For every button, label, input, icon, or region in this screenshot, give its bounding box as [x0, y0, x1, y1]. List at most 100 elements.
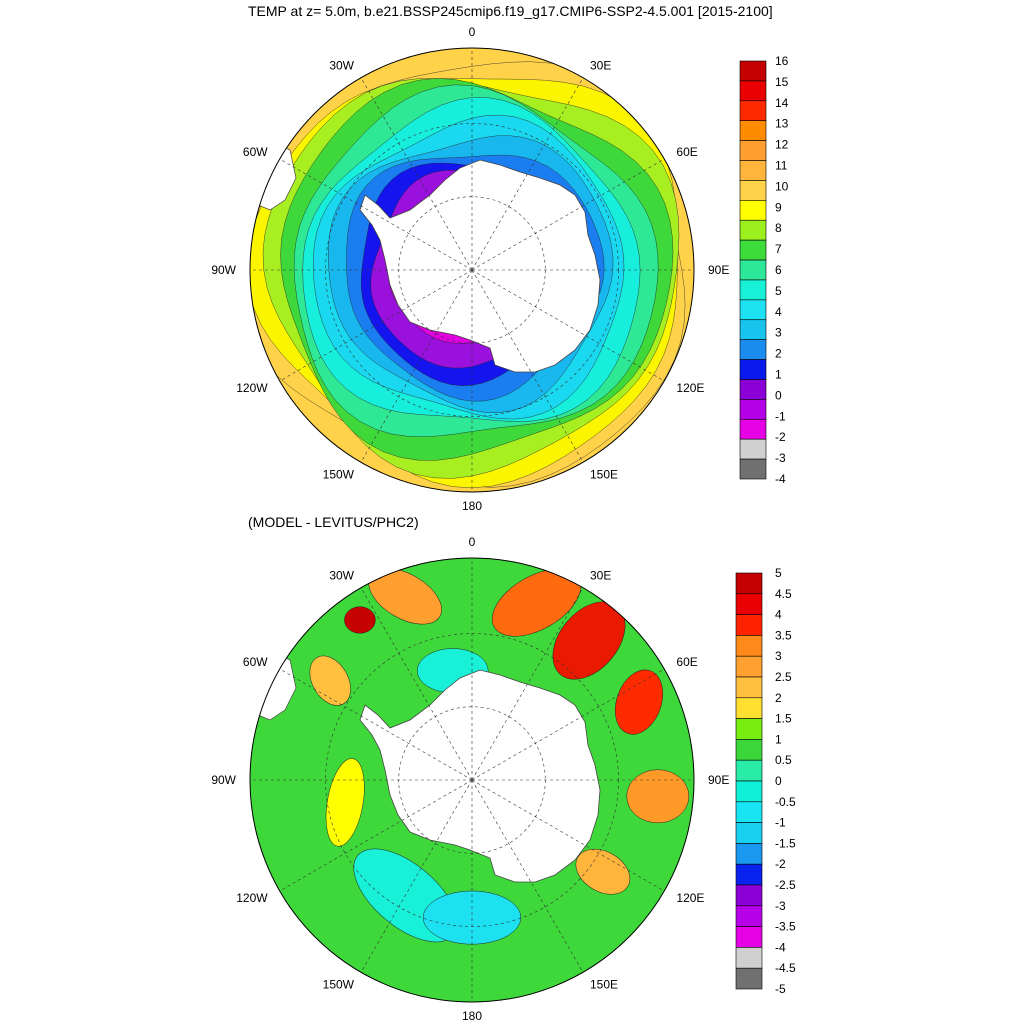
colorbar-label: 4 [775, 305, 782, 319]
meridian-line [471, 779, 665, 892]
anomaly-region [344, 606, 376, 634]
longitude-label: 120E [676, 891, 704, 905]
colorbar-swatch [735, 967, 763, 990]
colorbar-swatch [739, 219, 767, 241]
colorbar-swatch [735, 739, 763, 761]
colorbar-label: 1.5 [775, 712, 792, 726]
colorbar-label: 9 [775, 200, 782, 214]
colorbar-label: 0.5 [775, 753, 792, 767]
colorbar-swatch [735, 572, 763, 595]
longitude-label: 30E [590, 569, 611, 583]
colorbar-label: 1 [775, 732, 782, 746]
colorbar-label: -3 [775, 451, 786, 465]
colorbar-swatch [739, 379, 767, 400]
colorbar-label: -1 [775, 409, 786, 423]
longitude-label: 60W [243, 145, 268, 159]
colorbar-label: 10 [775, 179, 789, 193]
top-grid-labels: 0 30E 60E 90E 120E 150E 180 150W 120W 90W 60W 30W [211, 25, 729, 513]
colorbar-label: -2 [775, 857, 786, 871]
colorbar-label: 16 [775, 54, 789, 68]
top-polar-map [250, 48, 694, 492]
meridian-line [279, 269, 473, 382]
longitude-label: 0 [469, 25, 476, 39]
longitude-label: 120E [676, 381, 704, 395]
colorbar-label: 4.5 [775, 587, 792, 601]
longitude-label: 30W [329, 569, 354, 583]
colorbar-label: 8 [775, 221, 782, 235]
colorbar-label: -0.5 [775, 795, 796, 809]
colorbar-swatch [739, 279, 767, 301]
colorbar-label: 3 [775, 649, 782, 663]
longitude-label: 120W [236, 381, 268, 395]
colorbar-swatch [735, 947, 763, 969]
longitude-label: 150E [590, 977, 618, 991]
longitude-label: 0 [469, 535, 476, 549]
colorbar-label: 15 [775, 75, 789, 89]
colorbar-label: -4 [775, 940, 786, 954]
bottom-colorbar: 5 4.5 4 3.5 3 2.5 2 1.5 1 0.5 0 -0.5 -1 -1.5 -2 -2.5 -3 -… [735, 566, 796, 996]
colorbar-swatch [735, 822, 763, 844]
colorbar-label: 2.5 [775, 670, 792, 684]
meridian-line [360, 269, 473, 463]
colorbar-swatch [739, 259, 767, 281]
colorbar-swatch [739, 359, 767, 380]
colorbar-swatch [739, 80, 767, 102]
colorbar-swatch [735, 801, 763, 823]
colorbar-swatch [735, 635, 763, 657]
colorbar-label: -3 [775, 899, 786, 913]
meridian-line [360, 779, 473, 973]
colorbar-swatch [735, 676, 763, 699]
meridian-line [279, 668, 473, 781]
colorbar-swatch [739, 239, 767, 261]
bottom-polar-map [250, 558, 694, 1002]
colorbar-label: 2 [775, 347, 782, 361]
colorbar-swatch [735, 780, 763, 803]
longitude-label: 30W [329, 59, 354, 73]
longitude-label: 180 [462, 499, 482, 513]
colorbar-swatch [739, 399, 767, 420]
meridian-line [360, 77, 473, 271]
colorbar-swatch [739, 458, 767, 480]
bottom-map-border [249, 557, 695, 1003]
colorbar-label: -1 [775, 816, 786, 830]
antarctica-landmass [359, 159, 601, 373]
meridian-line [471, 77, 584, 271]
colorbar-swatch [739, 339, 767, 360]
meridian-line [471, 779, 584, 973]
colorbar-swatch [739, 299, 767, 321]
longitude-label: 60W [243, 655, 268, 669]
colorbar-label: 11 [775, 159, 788, 173]
colorbar-swatch [735, 593, 763, 615]
colorbar-label: -1.5 [775, 836, 796, 850]
colorbar-label: 1 [775, 368, 782, 382]
top-map-title: TEMP at z= 5.0m, b.e21.BSSP245cmip6.f19_… [248, 3, 773, 19]
colorbar-swatch [735, 863, 763, 886]
longitude-label: 150W [323, 977, 355, 991]
colorbar-swatch [739, 160, 767, 181]
colorbar-swatch [739, 180, 767, 201]
meridian-line [471, 269, 584, 463]
colorbar-label: 12 [775, 138, 789, 152]
colorbar-swatch [735, 926, 763, 948]
longitude-label: 150W [323, 467, 355, 481]
anomaly-region [626, 769, 690, 824]
bottom-grid-labels: 0 30E 60E 90E 120E 150E 180 150W 120W 90W 60W 30W [211, 535, 729, 1023]
colorbar-label: -2 [775, 430, 786, 444]
colorbar-label: 0 [775, 388, 782, 402]
meridian-line [279, 158, 473, 271]
longitude-label: 90W [211, 263, 236, 277]
graticule [250, 48, 694, 492]
colorbar-swatch [739, 200, 767, 221]
longitude-label: 30E [590, 59, 611, 73]
meridian-line [471, 587, 584, 781]
colorbar-label: 3 [775, 326, 782, 340]
colorbar-label: -5 [775, 982, 786, 996]
meridian-line [471, 269, 665, 382]
colorbar-label: 2 [775, 691, 782, 705]
anomaly-region [325, 758, 365, 847]
colorbar-label: -2.5 [775, 878, 796, 892]
longitude-label: 60E [676, 145, 697, 159]
colorbar-swatch [735, 905, 763, 927]
colorbar-label: 3.5 [775, 628, 792, 642]
